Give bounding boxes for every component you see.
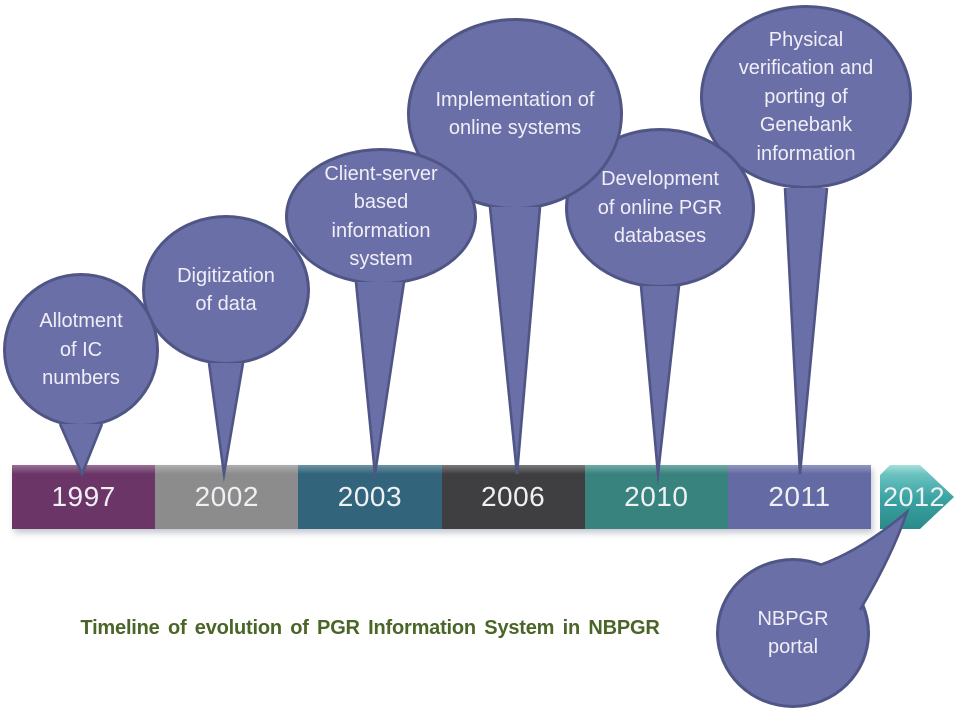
- timeline-segment-2003: 2003: [298, 465, 442, 529]
- year-label-2011: 2011: [768, 481, 831, 512]
- year-label-1997: 1997: [51, 481, 116, 512]
- timeline-bar: 1997 2002 2003 2006 2010 2011: [12, 465, 872, 529]
- year-label-2012: 2012: [882, 481, 946, 512]
- timeline-segment-2002: 2002: [155, 465, 299, 529]
- balloon-tail-2006: [488, 206, 542, 475]
- balloon-text-online-systems: Implementation of online systems: [435, 88, 595, 139]
- year-label-2006: 2006: [480, 481, 546, 512]
- timeline-segment-2012-arrow: 2012: [880, 465, 954, 529]
- balloon-text-nbpgr-portal: NBPGR portal: [757, 607, 829, 658]
- year-label-2002: 2002: [194, 481, 259, 512]
- balloon-text-digitization: Digitization of data: [177, 264, 275, 315]
- timeline-segment-2010: 2010: [584, 465, 728, 529]
- year-label-2010: 2010: [624, 481, 689, 512]
- timeline-segment-2011: 2011: [727, 465, 872, 529]
- balloon-text-allotment-ic: Allotment of IC numbers: [39, 310, 123, 390]
- balloon-text-physical-verification: Physical verification and porting of Gen…: [738, 29, 874, 165]
- balloon-client-server: Client-server based information system: [285, 148, 477, 285]
- timeline-segment-2006: 2006: [441, 465, 585, 529]
- balloon-digitization: Digitization of data: [142, 215, 310, 365]
- balloon-tail-2002: [207, 362, 245, 483]
- balloon-text-client-server: Client-server based information system: [324, 162, 438, 270]
- balloon-text-online-pgr-databases: Development of online PGR databases: [597, 168, 723, 248]
- year-label-2003: 2003: [337, 481, 403, 512]
- slide-caption: Timeline of evolution of PGR Information…: [80, 617, 660, 639]
- balloon-allotment-ic: Allotment of IC numbers: [3, 273, 159, 427]
- balloon-tail-2011: [783, 187, 829, 475]
- balloon-tail-2003: [354, 281, 406, 485]
- balloon-nbpgr-portal: NBPGR portal: [716, 558, 870, 708]
- timeline-segment-1997: 1997: [12, 465, 156, 529]
- balloon-tail-2010: [639, 285, 681, 487]
